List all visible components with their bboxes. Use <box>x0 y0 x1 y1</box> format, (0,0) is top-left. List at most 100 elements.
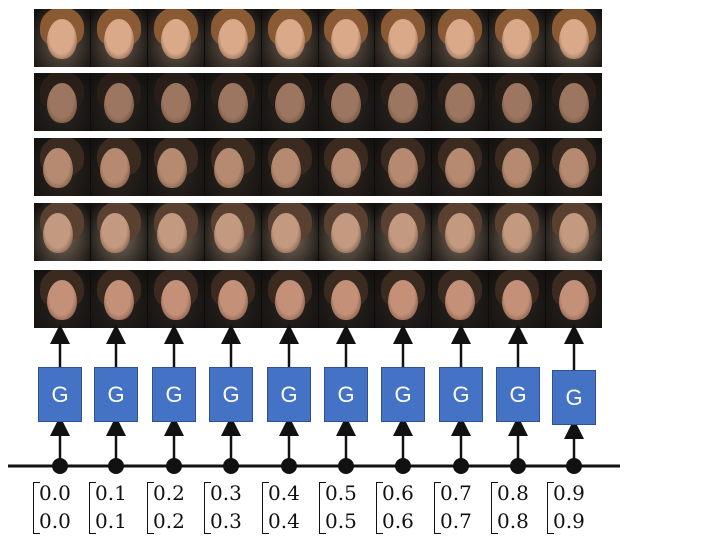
face-image <box>546 270 603 328</box>
face-image <box>432 138 489 196</box>
generator-box: G <box>552 370 596 425</box>
vector-bracket <box>491 482 498 534</box>
generator-box: G <box>324 367 368 422</box>
generator-box: G <box>38 367 82 422</box>
generator-box: G <box>381 367 425 422</box>
face-image <box>90 138 147 196</box>
vector-bracket <box>319 482 326 534</box>
latent-point <box>510 458 526 474</box>
vector-value-2: 0.2 <box>153 509 185 533</box>
latent-vector: 0.1 0.1 <box>89 480 139 538</box>
latent-vector: 0.5 0.5 <box>319 480 369 538</box>
vector-value-1: 0.8 <box>497 481 529 505</box>
face-image <box>147 138 204 196</box>
latent-vector: 0.7 0.7 <box>434 480 484 538</box>
face-image <box>34 270 90 328</box>
face-image <box>204 9 261 67</box>
face-image <box>318 270 375 328</box>
latent-vector: 0.3 0.3 <box>204 480 254 538</box>
face-strip-1 <box>34 9 603 67</box>
face-image <box>375 270 432 328</box>
vector-value-2: 0.6 <box>382 509 414 533</box>
latent-vector: 0.4 0.4 <box>262 480 312 538</box>
face-image <box>489 9 546 67</box>
face-image <box>34 73 90 131</box>
vector-bracket <box>434 482 441 534</box>
generator-box: G <box>439 367 483 422</box>
face-image <box>432 9 489 67</box>
latent-vector: 0.8 0.8 <box>491 480 541 538</box>
face-image <box>546 203 603 261</box>
vector-bracket <box>147 482 154 534</box>
face-image <box>261 203 318 261</box>
vector-value-2: 0.3 <box>210 509 242 533</box>
vector-value-1: 0.1 <box>95 481 127 505</box>
vector-value-1: 0.4 <box>268 481 300 505</box>
face-image <box>90 270 147 328</box>
vector-value-2: 0.0 <box>39 509 71 533</box>
face-strip-5 <box>34 270 603 328</box>
latent-point <box>338 458 354 474</box>
vector-value-1: 0.3 <box>210 481 242 505</box>
face-image <box>261 138 318 196</box>
latent-point <box>52 458 68 474</box>
face-strip-4 <box>34 203 603 261</box>
face-image <box>147 203 204 261</box>
face-image <box>489 73 546 131</box>
face-image <box>546 73 603 131</box>
vector-value-2: 0.4 <box>268 509 300 533</box>
face-image <box>147 9 204 67</box>
face-image <box>318 73 375 131</box>
latent-point <box>453 458 469 474</box>
vector-value-1: 0.0 <box>39 481 71 505</box>
vector-bracket <box>33 482 40 534</box>
face-image <box>147 73 204 131</box>
vector-value-2: 0.7 <box>440 509 472 533</box>
face-image <box>204 73 261 131</box>
face-image <box>261 73 318 131</box>
latent-vector: 0.6 0.6 <box>376 480 426 538</box>
face-image <box>432 73 489 131</box>
face-image <box>147 270 204 328</box>
face-image <box>489 203 546 261</box>
face-image <box>375 138 432 196</box>
generator-box: G <box>209 367 253 422</box>
face-image <box>204 203 261 261</box>
latent-point <box>395 458 411 474</box>
generator-box: G <box>152 367 196 422</box>
face-image <box>375 9 432 67</box>
face-image <box>489 270 546 328</box>
vector-value-1: 0.2 <box>153 481 185 505</box>
face-image <box>318 203 375 261</box>
face-image <box>546 9 603 67</box>
face-image <box>375 73 432 131</box>
face-image <box>432 270 489 328</box>
latent-point <box>281 458 297 474</box>
vector-value-2: 0.1 <box>95 509 127 533</box>
face-image <box>90 203 147 261</box>
latent-vector: 0.0 0.0 <box>33 480 83 538</box>
vector-value-1: 0.7 <box>440 481 472 505</box>
vector-value-2: 0.5 <box>325 509 357 533</box>
face-image <box>204 270 261 328</box>
face-image <box>34 203 90 261</box>
face-image <box>318 138 375 196</box>
latent-point <box>566 458 582 474</box>
face-strip-2 <box>34 73 603 131</box>
generator-box: G <box>267 367 311 422</box>
latent-vector: 0.9 0.9 <box>547 480 597 538</box>
latent-point <box>223 458 239 474</box>
face-image <box>90 73 147 131</box>
latent-point <box>108 458 124 474</box>
latent-vector: 0.2 0.2 <box>147 480 197 538</box>
face-strip-3 <box>34 138 603 196</box>
face-image <box>432 203 489 261</box>
face-image <box>261 270 318 328</box>
vector-value-2: 0.9 <box>553 509 585 533</box>
face-image <box>489 138 546 196</box>
vector-value-1: 0.5 <box>325 481 357 505</box>
vector-value-2: 0.8 <box>497 509 529 533</box>
vector-value-1: 0.9 <box>553 481 585 505</box>
latent-point <box>166 458 182 474</box>
